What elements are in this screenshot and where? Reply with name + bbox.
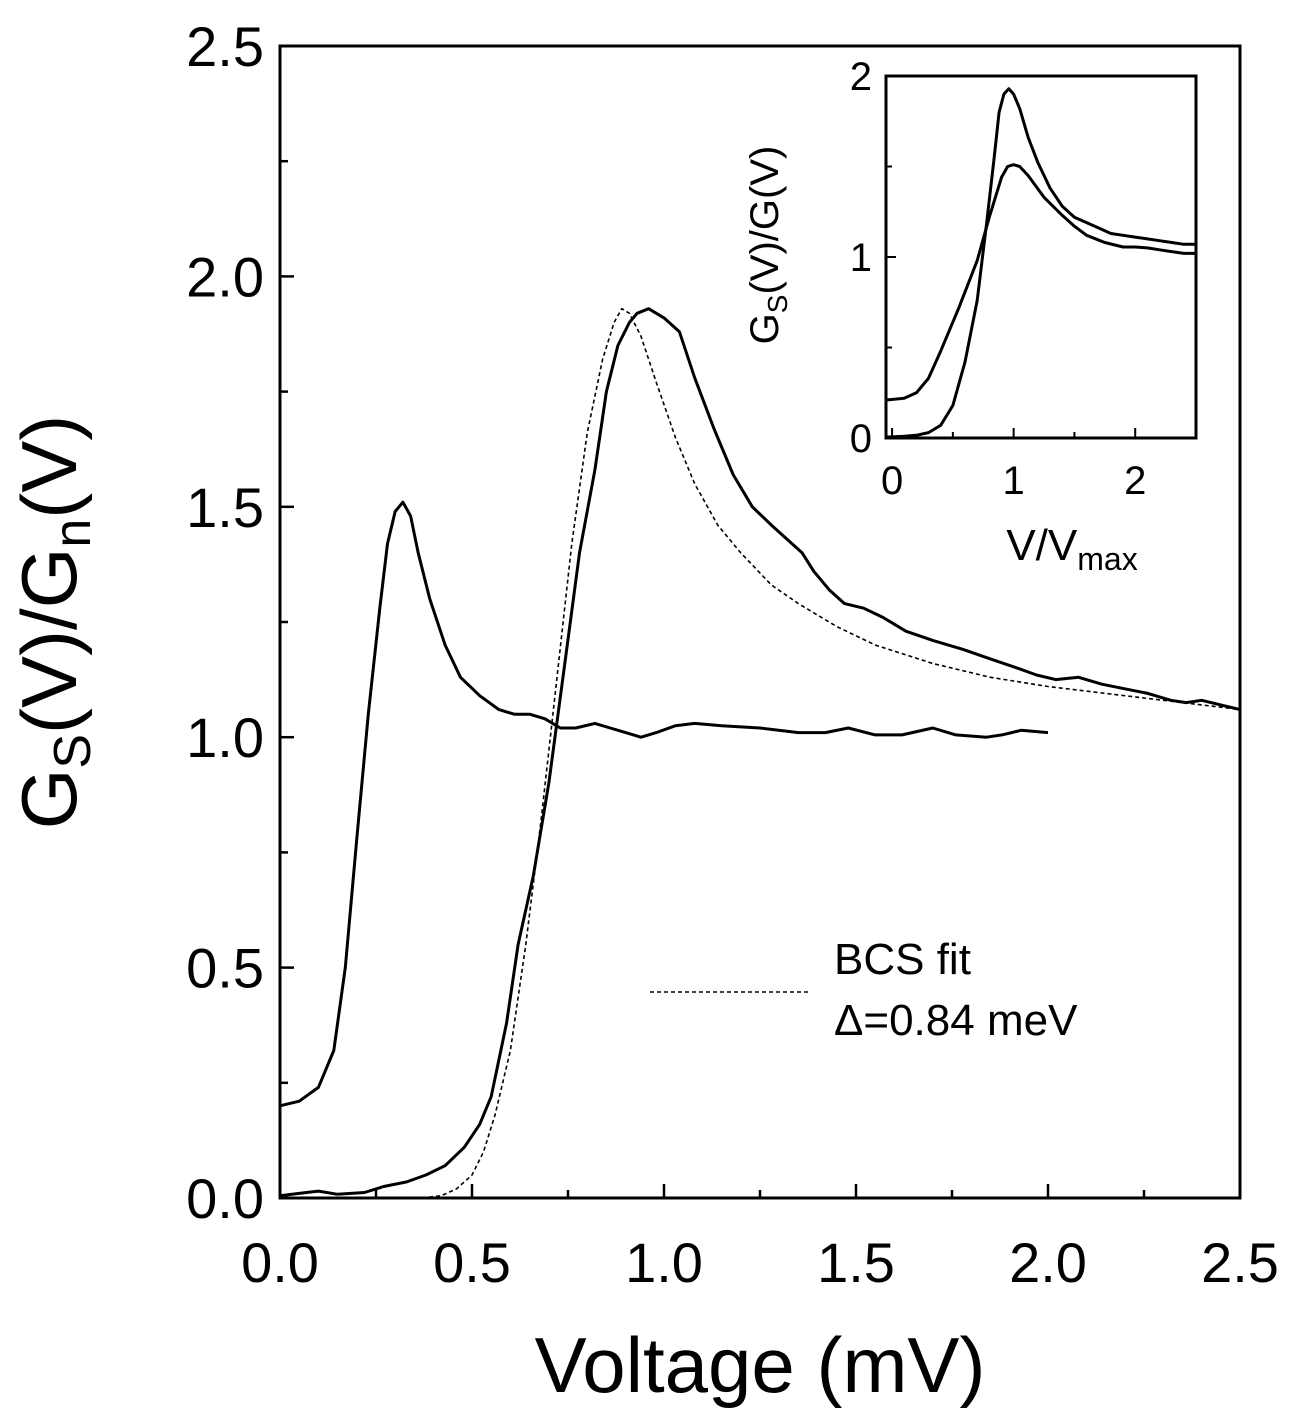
series-line-1 [279,307,1241,1198]
y-tick-label: 2.5 [186,15,264,78]
x-tick-label: 2 [1124,459,1146,503]
y-tick-label: 1 [850,236,872,280]
inset-plot-frame [884,74,1198,440]
legend-label-line1: BCS fit [834,935,971,984]
series-line-dotted-2 [422,307,1241,1199]
main-axis-ticks [278,44,1242,1200]
main-y-axis-label: GS(V)/Gn(V) [5,415,102,830]
inset-tick-labels: 0 1 2 0 1 2 [850,55,1147,503]
main-chart: 0.0 0.5 1.0 1.5 2.0 2.5 0.0 0.5 1.0 1.5 2.0 2.5 Vol… [5,15,1279,1409]
y-tick-label: 2 [850,55,872,99]
series-line-0 [279,500,1049,1108]
legend: BCS fit Δ=0.84 meV [650,935,1078,1045]
series-line-0 [885,163,1196,402]
y-tick-label: 0 [850,417,872,461]
main-series-group [279,307,1241,1199]
y-tick-label: 2.0 [186,245,264,308]
x-tick-label: 1.0 [625,1231,703,1294]
x-tick-label: 1.5 [817,1231,895,1294]
x-tick-label: 1 [1003,459,1025,503]
inset-series-group [885,87,1196,439]
y-tick-label: 1.5 [186,476,264,539]
main-tick-labels: 0.0 0.5 1.0 1.5 2.0 2.5 0.0 0.5 1.0 1.5 2.0 2.5 [186,15,1279,1294]
x-tick-label: 2.0 [1009,1231,1087,1294]
inset-chart: 0 1 2 0 1 2 V/Vmax GS(V)/G(V) [743,55,1198,577]
y-tick-label: 0.5 [186,937,264,1000]
inset-y-axis-label: GS(V)/G(V) [743,146,793,345]
y-tick-label: 0.0 [186,1167,264,1230]
y-tick-label: 1.0 [186,706,264,769]
x-tick-label: 2.5 [1201,1231,1279,1294]
inset-x-axis-label: V/Vmax [1006,521,1137,577]
series-line-1 [885,87,1196,439]
x-tick-label: 0.0 [241,1231,319,1294]
legend-label-line2: Δ=0.84 meV [834,996,1078,1045]
x-tick-label: 0 [881,459,903,503]
main-x-axis-label: Voltage (mV) [535,1321,986,1409]
x-tick-label: 0.5 [433,1231,511,1294]
